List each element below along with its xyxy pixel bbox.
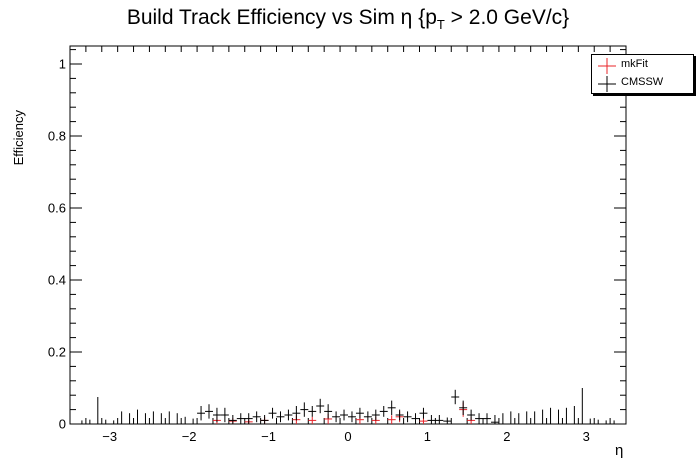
- data-point: [419, 407, 428, 419]
- y-axis-label: Efficiency: [11, 110, 26, 166]
- data-point: [387, 400, 396, 415]
- y-tick-label: 0.2: [48, 345, 66, 360]
- legend-label-mkfit: mkFit: [621, 58, 648, 70]
- data-point: [276, 411, 285, 423]
- data-point: [379, 406, 388, 417]
- data-point: [443, 417, 452, 424]
- data-point: [228, 415, 237, 424]
- data-point: [252, 411, 261, 423]
- data-point: [475, 413, 484, 424]
- x-tick-label: 2: [503, 429, 510, 444]
- data-point: [340, 409, 348, 421]
- y-tick-label: 0.4: [48, 273, 66, 288]
- data-point: [244, 413, 253, 424]
- data-point: [212, 407, 221, 423]
- x-tick-label: 1: [424, 429, 431, 444]
- legend: mkFit CMSSW: [591, 54, 694, 94]
- data-point: [308, 416, 317, 424]
- x-tick-label: −1: [261, 429, 276, 444]
- series-cmssw: [81, 388, 615, 424]
- data-point: [411, 413, 420, 424]
- plot-frame: [69, 45, 627, 425]
- x-tick-label: −2: [182, 429, 197, 444]
- data-point: [427, 415, 436, 424]
- y-tick-label: 0.6: [48, 201, 66, 216]
- y-tick-label: 0: [59, 417, 66, 432]
- data-point: [300, 402, 309, 417]
- legend-marker-mkfit: [598, 58, 616, 74]
- data-point: [483, 413, 491, 424]
- chart-title: Build Track Efficiency vs Sim η {pT > 2.…: [126, 6, 570, 32]
- legend-marker-cmssw: [598, 76, 616, 92]
- legend-entry-mkfit: mkFit: [596, 57, 692, 75]
- data-point: [363, 411, 372, 423]
- data-point: [403, 411, 412, 423]
- x-tick-label: −3: [102, 429, 117, 444]
- data-point: [355, 407, 364, 419]
- data-point: [348, 411, 356, 423]
- y-tick-label: 0.8: [48, 129, 66, 144]
- data-point: [316, 398, 325, 414]
- y-tick-label: 1: [59, 57, 66, 72]
- data-point: [490, 415, 499, 424]
- data-point: [284, 409, 293, 421]
- data-point: [419, 418, 428, 424]
- data-point: [435, 415, 444, 424]
- data-point: [467, 409, 476, 421]
- data-point: [260, 415, 269, 424]
- x-tick-label: 3: [583, 429, 590, 444]
- data-point: [236, 413, 245, 424]
- x-tick-label: 0: [344, 429, 351, 444]
- data-point: [451, 389, 460, 405]
- data-point: [197, 406, 206, 421]
- data-point: [292, 406, 301, 421]
- data-point: [220, 407, 229, 423]
- data-point: [324, 404, 333, 419]
- data-point: [308, 406, 317, 417]
- data-point: [371, 409, 380, 421]
- data-point: [332, 411, 341, 423]
- data-point: [268, 407, 277, 419]
- data-point: [395, 409, 404, 421]
- data-point: [459, 400, 468, 415]
- x-axis-label: η: [615, 442, 624, 459]
- data-point: [387, 415, 396, 424]
- legend-label-cmssw: CMSSW: [621, 76, 664, 88]
- data-point: [205, 404, 213, 419]
- legend-entry-cmssw: CMSSW: [596, 75, 692, 93]
